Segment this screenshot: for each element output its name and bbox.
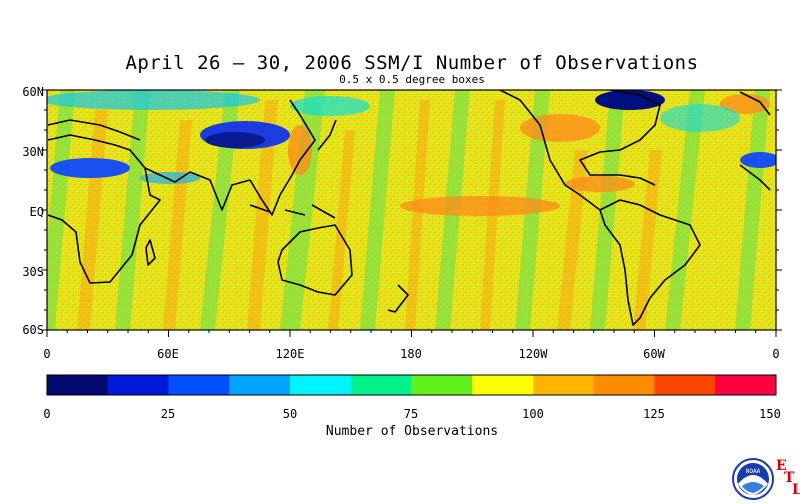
colorbar-segment (654, 375, 716, 395)
lat-label-30n: 30N (22, 145, 44, 159)
lon-label-0-left: 0 (43, 347, 50, 361)
lat-label-30s: 30S (22, 265, 44, 279)
colorbar-segment (715, 375, 777, 395)
noaa-logo-text: NOAA (746, 468, 761, 475)
lon-label-0-right: 0 (772, 347, 779, 361)
lon-label-60w: 60W (643, 347, 665, 361)
lon-label-120e: 120E (276, 347, 305, 361)
lat-label-60n: 60N (22, 85, 44, 99)
colorbar-segment (168, 375, 230, 395)
map-field (47, 90, 776, 330)
etl-letter-t: T (784, 470, 795, 486)
colorbar-frame (46, 374, 777, 396)
colorbar (47, 375, 777, 395)
colorbar-segment (290, 375, 352, 395)
map-title: April 26 – 30, 2006 SSM/I Number of Obse… (125, 52, 699, 74)
colorbar-tick-125: 125 (643, 407, 665, 421)
colorbar-segment (107, 375, 169, 395)
colorbar-segment (533, 375, 595, 395)
colorbar-tick-150: 150 (759, 407, 781, 421)
colorbar-tick-75: 75 (404, 407, 418, 421)
lat-label-eq: EQ (30, 205, 44, 219)
map-subtitle: 0.5 x 0.5 degree boxes (339, 73, 485, 86)
colorbar-tick-0: 0 (43, 407, 50, 421)
longitude-axis (46, 330, 777, 337)
colorbar-segment (593, 375, 655, 395)
noaa-logo: NOAA (730, 458, 776, 504)
colorbar-label: Number of Observations (325, 424, 499, 439)
lon-label-180: 180 (400, 347, 422, 361)
colorbar-segment (229, 375, 291, 395)
latitude-axis (41, 89, 782, 331)
noaa-seal-icon: NOAA (732, 458, 774, 500)
colorbar-segment (350, 375, 412, 395)
colorbar-tick-25: 25 (161, 407, 175, 421)
lat-label-60s: 60S (22, 323, 44, 337)
colorbar-segment (47, 375, 109, 395)
lon-label-120w: 120W (519, 347, 549, 361)
etl-letter-l: L (792, 482, 800, 498)
colorbar-tick-100: 100 (522, 407, 544, 421)
colorbar-tick-50: 50 (283, 407, 297, 421)
lon-label-60e: 60E (157, 347, 179, 361)
colorbar-segment (411, 375, 473, 395)
colorbar-segment (472, 375, 534, 395)
etl-letter-e: E (776, 458, 787, 474)
